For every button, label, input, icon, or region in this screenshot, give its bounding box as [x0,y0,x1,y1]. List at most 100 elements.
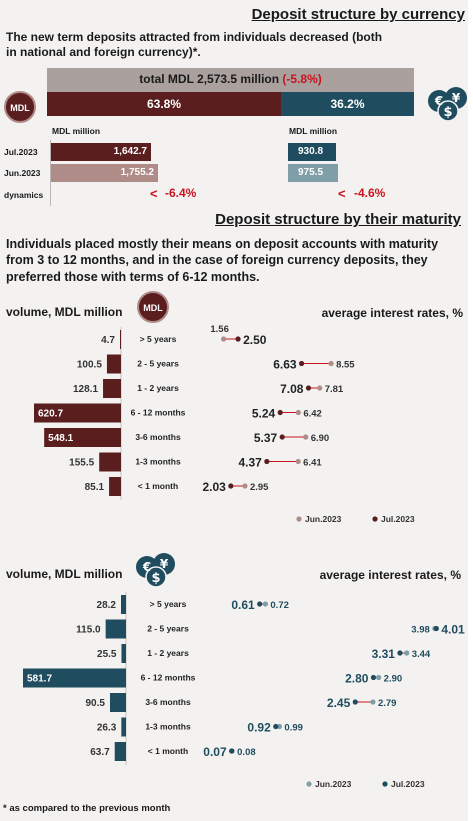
category-label: 2 - 5 years [147,624,189,634]
volume-bar [109,477,121,496]
category-label: 2 - 5 years [137,359,179,369]
rate-label-jun: 2.79 [378,698,397,709]
fx-dynamics-value: -4.6% [354,186,386,200]
currency-title: Deposit structure by currency [251,6,465,23]
category-label: 1 - 2 years [147,648,189,658]
rate-label-jun: 8.55 [336,360,355,371]
rate-label-jul: 0.92 [247,721,271,735]
category-label: 3-6 months [145,697,191,707]
foreign-currency-icon-maturity: € ¥ $ [136,553,175,588]
fx-row-bar: 930.8 [288,143,336,161]
volume-bar [121,717,126,737]
mdl-badge-maturity: MDL [137,291,169,323]
rate-point-jun [376,674,382,681]
volume-bar [103,379,121,398]
mdl-badge-maturity-label: MDL [143,303,163,313]
svg-text:$: $ [151,571,160,586]
row-label: Jul.2023 [4,147,38,157]
rate-label-jul: 4.01 [441,623,465,637]
currency-intro: The new term deposits attracted from ind… [6,30,383,59]
rate-label-jul: 0.61 [231,598,255,612]
mdl-maturity-chart: 4.7 > 5 years 2.50 1.56 100.5 2 - 5 years 6.63… [34,325,415,524]
volume-label: 548.1 [48,433,73,444]
rate-label-jul: 2.50 [243,333,267,347]
legend-jun-label: Jun.2023 [315,779,352,789]
volume-bar [99,452,121,472]
rate-point-jul [229,748,235,754]
row-label: Jun.2023 [4,168,41,178]
foreign-currency-icon: € ¥ $ [428,87,467,122]
fx-row-value: 930.8 [298,146,324,157]
rate-point-jul [264,458,270,465]
volume-label: 63.7 [90,747,110,758]
rate-point-jun [295,458,301,465]
category-label: 3-6 months [135,432,181,442]
rate-point-jul [370,674,377,681]
rate-point-jul [273,723,279,730]
rate-point-jun [317,385,323,391]
footnote: * as compared to the previous month [3,803,171,814]
mdl-dynamics-arrow: < [150,186,158,201]
rate-point-jun [276,723,283,730]
category-label: < 1 month [138,481,178,491]
rate-label-jun: 3.44 [412,649,431,660]
category-label: 6 - 12 months [131,408,186,418]
volume-label: 100.5 [77,360,102,371]
rate-point-jul [279,434,285,440]
volume-label: 115.0 [76,625,101,636]
volume-label: 4.7 [101,335,115,346]
rows-axis [50,140,51,206]
volume-bar [121,595,126,614]
fx-rates-title: average interest rates, % [319,568,461,582]
rate-label-jun: 0.08 [237,747,256,758]
volume-label: 90.5 [86,698,106,709]
page-edge [468,0,473,821]
svg-text:¥: ¥ [160,557,169,571]
category-label: 6 - 12 months [141,673,196,683]
rate-label-jun: 0.99 [284,723,303,734]
mdl-share-label: 63.8% [146,97,182,111]
maturity-intro: Individuals placed mostly their means on… [6,237,439,284]
rate-label-jun: 6.41 [303,458,322,469]
rate-label-jul: 2.80 [345,672,369,686]
volume-label: 581.7 [27,674,52,685]
volume-label: 85.1 [85,482,105,493]
volume-label: 26.3 [97,723,117,734]
rate-label-jul: 4.37 [238,456,262,470]
rate-label-jun: 0.72 [270,600,289,611]
volume-bar [105,619,126,639]
volume-bar [121,644,126,663]
rate-point-jun [221,336,227,342]
legend-jul-marker [382,781,388,787]
category-label: 1 - 2 years [137,383,179,393]
category-label: < 1 month [148,746,188,756]
rate-point-jun [242,483,248,489]
rate-point-jul [277,409,283,416]
legend-jun-marker [296,516,302,522]
rate-point-jul [352,699,358,705]
fx-share-label: 36.2% [330,97,365,111]
currency-split-bar: 63.8% 36.2% [47,92,414,116]
legend-jun-marker [306,781,312,787]
mdl-row-bar: 1,642.7 [51,143,151,161]
category-label: > 5 years [150,599,187,609]
mdl-rates-title: average interest rates, % [321,306,463,320]
rate-label-jul: 5.24 [252,407,276,421]
volume-label: 155.5 [69,458,94,469]
rate-label-jul: 5.37 [254,431,278,445]
rate-point-jul [298,360,305,367]
mdl-volume-label: volume, MDL million [6,305,123,319]
rate-point-jun [370,699,376,705]
mdl-badge-label: MDL [10,103,30,113]
rate-point-jul [228,483,234,489]
volume-bar [34,403,121,423]
dynamics-label: dynamics [4,190,44,200]
rate-label-jul: 6.63 [273,358,297,372]
rate-label-jun: 2.90 [384,674,403,685]
rate-point-jun [262,601,269,607]
mdl-dynamics-value: -6.4% [165,186,197,200]
mdl-share-segment: 63.8% [47,92,281,116]
fx-maturity-chart: 28.2 > 5 years 0.61 0.72 115.0 2 - 5 years 4.0… [23,592,465,789]
legend-jul-label: Jul.2023 [391,779,425,789]
category-label: > 5 years [140,334,177,344]
